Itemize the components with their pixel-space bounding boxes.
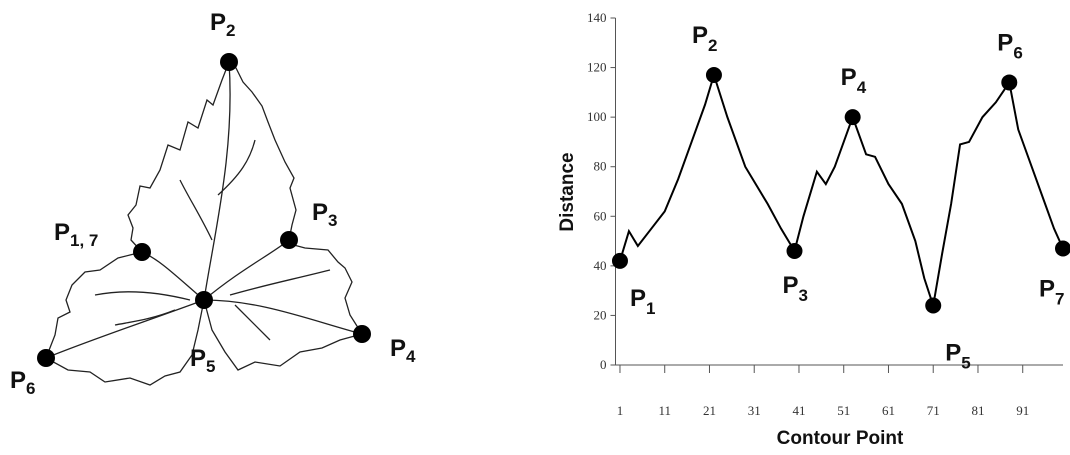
- y-tick-label: 120: [587, 60, 607, 75]
- x-axis-title: Contour Point: [777, 428, 904, 449]
- point-marker: [845, 109, 861, 125]
- line: [620, 75, 1063, 306]
- x-tick-label: 41: [792, 403, 805, 418]
- point-marker: [612, 253, 628, 269]
- leaf-vein: [46, 300, 204, 358]
- label-main: P: [10, 367, 26, 394]
- label-main: P: [692, 22, 708, 49]
- point-label: P2: [692, 22, 717, 55]
- point-label: P3: [783, 272, 808, 305]
- label-main: P: [54, 219, 70, 246]
- y-tick-label: 100: [587, 109, 607, 124]
- y-tick-label: 60: [594, 208, 607, 223]
- label-sub: 2: [226, 21, 235, 40]
- point: [133, 243, 151, 261]
- y-tick-label: 40: [594, 258, 607, 273]
- x-tick-label: 11: [658, 403, 671, 418]
- point-label: P1, 7: [54, 219, 98, 250]
- label-main: P: [190, 345, 206, 372]
- label-sub: 7: [1055, 290, 1064, 309]
- x-tick-label: 51: [837, 403, 850, 418]
- label-sub: 2: [708, 36, 717, 55]
- label-sub: 5: [961, 354, 970, 373]
- label-sub: 6: [26, 379, 35, 398]
- x-tick-label: 21: [703, 403, 716, 418]
- y-tick-label: 80: [594, 159, 607, 174]
- x-tick-label: 31: [748, 403, 761, 418]
- label-main: P: [997, 29, 1013, 56]
- x-tick-label: 71: [927, 403, 940, 418]
- x-tick-label: 81: [971, 403, 984, 418]
- point-marker: [1001, 74, 1017, 90]
- leaf-vein: [204, 62, 230, 300]
- point-label: P6: [10, 367, 35, 398]
- point-marker: [1055, 241, 1070, 257]
- point-label: P7: [1039, 276, 1064, 309]
- page: P2 P3 P1, 7 P4 P5 P6 Distance Contour Po…: [0, 0, 1070, 455]
- label-sub: 3: [799, 286, 808, 305]
- x-tick-label: 91: [1016, 403, 1029, 418]
- label-sub: 5: [206, 357, 215, 376]
- y-axis-title: Distance: [557, 152, 578, 231]
- label-sub: 4: [857, 78, 867, 97]
- point: [280, 231, 298, 249]
- point-label: P4: [841, 64, 867, 97]
- label-sub: 1, 7: [70, 231, 98, 250]
- label-main: P: [1039, 276, 1055, 303]
- x-tick-label: 1: [617, 403, 624, 418]
- label-main: P: [210, 9, 226, 36]
- point-label: P3: [312, 199, 337, 230]
- label-main: P: [841, 64, 857, 91]
- label-main: P: [312, 199, 328, 226]
- point-label: P1: [630, 285, 655, 318]
- label-main: P: [945, 340, 961, 367]
- label-main: P: [783, 272, 799, 299]
- label-sub: 4: [406, 347, 416, 366]
- point-marker: [706, 67, 722, 83]
- label-sub: 3: [328, 211, 337, 230]
- label-main: P: [630, 285, 646, 312]
- point: [195, 291, 213, 309]
- x-tick-label: 61: [882, 403, 895, 418]
- y-tick-label: 20: [594, 307, 607, 322]
- point: [353, 325, 371, 343]
- point-label: P4: [390, 335, 416, 366]
- point-label: P2: [210, 9, 235, 40]
- point-marker: [925, 298, 941, 314]
- point-label: P5: [945, 340, 970, 373]
- label-main: P: [390, 335, 406, 362]
- figure: P2 P3 P1, 7 P4 P5 P6 Distance Contour Po…: [0, 0, 1070, 455]
- point: [220, 53, 238, 71]
- y-tick-label: 140: [587, 10, 607, 25]
- point-label: P6: [997, 29, 1022, 62]
- label-sub: 6: [1013, 43, 1022, 62]
- line-chart: Distance Contour Point 02040608010012014…: [557, 10, 1070, 449]
- point: [37, 349, 55, 367]
- point-label: P5: [190, 345, 215, 376]
- label-sub: 1: [646, 299, 655, 318]
- leaf-vein: [204, 300, 362, 334]
- point-marker: [787, 243, 803, 259]
- y-tick-label: 0: [600, 357, 607, 372]
